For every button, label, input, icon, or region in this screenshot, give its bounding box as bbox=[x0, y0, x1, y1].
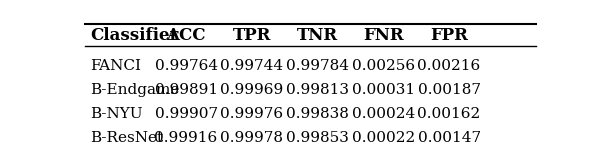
Text: B-ResNet: B-ResNet bbox=[90, 131, 163, 145]
Text: 0.99853: 0.99853 bbox=[286, 131, 349, 145]
Text: 0.00024: 0.00024 bbox=[351, 107, 415, 121]
Text: 0.99744: 0.99744 bbox=[221, 59, 284, 73]
Text: FANCI: FANCI bbox=[90, 59, 141, 73]
Text: 0.00216: 0.00216 bbox=[418, 59, 481, 73]
Text: FNR: FNR bbox=[363, 27, 404, 44]
Text: B-NYU: B-NYU bbox=[90, 107, 142, 121]
Text: 0.99976: 0.99976 bbox=[221, 107, 284, 121]
Text: 0.99891: 0.99891 bbox=[155, 83, 218, 97]
Text: 0.99838: 0.99838 bbox=[286, 107, 349, 121]
Text: Classifier: Classifier bbox=[90, 27, 178, 44]
Text: 0.99813: 0.99813 bbox=[286, 83, 349, 97]
Text: 0.99916: 0.99916 bbox=[155, 131, 218, 145]
Text: 0.00022: 0.00022 bbox=[351, 131, 415, 145]
Text: TPR: TPR bbox=[233, 27, 271, 44]
Text: 0.99907: 0.99907 bbox=[155, 107, 218, 121]
Text: 0.99969: 0.99969 bbox=[220, 83, 284, 97]
Text: 0.99764: 0.99764 bbox=[155, 59, 218, 73]
Text: 0.00256: 0.00256 bbox=[352, 59, 415, 73]
Text: ACC: ACC bbox=[167, 27, 206, 44]
Text: 0.00162: 0.00162 bbox=[418, 107, 481, 121]
Text: 0.00147: 0.00147 bbox=[418, 131, 481, 145]
Text: 0.00187: 0.00187 bbox=[418, 83, 481, 97]
Text: B-Endgame: B-Endgame bbox=[90, 83, 179, 97]
Text: TNR: TNR bbox=[297, 27, 338, 44]
Text: FPR: FPR bbox=[430, 27, 468, 44]
Text: 0.00031: 0.00031 bbox=[352, 83, 415, 97]
Text: 0.99784: 0.99784 bbox=[286, 59, 349, 73]
Text: 0.99978: 0.99978 bbox=[221, 131, 284, 145]
